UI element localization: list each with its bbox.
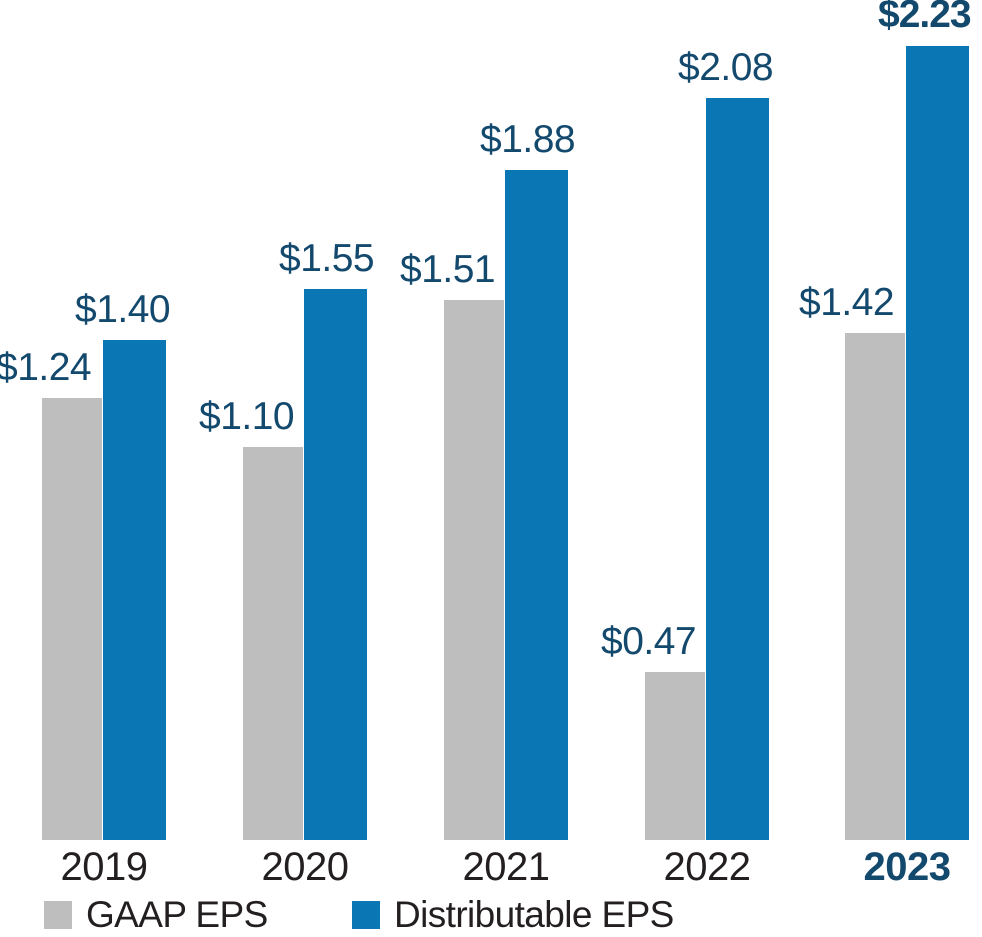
legend-swatch-gaap-icon	[44, 900, 72, 929]
bar-group-2022: $0.47 $2.08	[601, 0, 774, 843]
bar-gaap-2023[interactable]	[845, 333, 905, 840]
legend-swatch-distributable-icon	[352, 900, 380, 929]
bar-gaap-2020[interactable]	[243, 447, 303, 840]
bar-gaap-2021[interactable]	[444, 300, 504, 840]
bar-label-distributable-2023: $2.23	[878, 0, 972, 36]
plot-area: $1.24 $1.40 $1.10 $1.55 $1.51 $1.88 $0.4…	[0, 0, 972, 843]
axis-tick-2021: 2021	[462, 845, 550, 889]
bar-gaap-2019[interactable]	[42, 398, 102, 840]
bar-distributable-2019[interactable]	[103, 340, 166, 840]
bar-distributable-2023[interactable]	[906, 46, 969, 840]
legend-label-distributable: Distributable EPS	[394, 894, 674, 935]
bar-gaap-2022[interactable]	[645, 672, 705, 840]
axis-tick-2019: 2019	[60, 845, 148, 889]
axis-tick-2023: 2023	[863, 845, 951, 889]
bar-label-gaap-2020: $1.10	[199, 395, 295, 438]
bar-label-gaap-2022: $0.47	[601, 620, 697, 663]
axis-tick-2020: 2020	[261, 845, 349, 889]
chart-legend: GAAP EPS Distributable EPS	[0, 896, 982, 937]
bar-label-gaap-2021: $1.51	[400, 248, 496, 291]
bar-label-distributable-2021: $1.88	[480, 118, 576, 161]
bar-distributable-2020[interactable]	[304, 289, 367, 840]
bar-label-gaap-2023: $1.42	[799, 281, 895, 324]
bar-distributable-2021[interactable]	[505, 170, 568, 840]
bar-group-2021: $1.51 $1.88	[400, 0, 576, 843]
bar-label-distributable-2022: $2.08	[678, 46, 774, 89]
bar-group-2019: $1.24 $1.40	[0, 0, 171, 843]
legend-label-gaap: GAAP EPS	[86, 894, 268, 935]
axis-tick-2022: 2022	[663, 845, 751, 889]
bar-group-2020: $1.10 $1.55	[199, 0, 375, 843]
bar-label-distributable-2020: $1.55	[279, 237, 375, 280]
bar-distributable-2022[interactable]	[706, 98, 769, 840]
legend-item-distributable-eps[interactable]: Distributable EPS	[352, 896, 674, 933]
bar-group-2023: $1.42 $2.23	[799, 0, 972, 843]
bar-label-gaap-2019: $1.24	[0, 346, 92, 389]
legend-item-gaap-eps[interactable]: GAAP EPS	[44, 896, 268, 933]
x-axis: 2019 2020 2021 2022 2023	[0, 843, 982, 895]
bar-label-distributable-2019: $1.40	[75, 288, 171, 331]
